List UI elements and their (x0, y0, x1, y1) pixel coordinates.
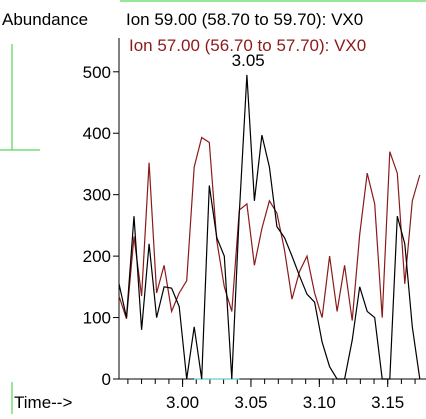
legend-entry-ion-57: Ion 57.00 (56.70 to 57.70): VX0 (129, 36, 366, 55)
x-axis-label: Time--> (14, 393, 72, 412)
y-tick-label-100: 100 (83, 309, 111, 328)
y-ticks: 0 100 200 300 400 500 (83, 63, 119, 389)
y-tick-label-300: 300 (83, 186, 111, 205)
x-tick-label-3.00: 3.00 (166, 393, 199, 412)
y-axis-label: Abundance (2, 10, 88, 29)
series-layer (118, 74, 421, 380)
series-line-ion-59 (118, 74, 421, 380)
y-tick-label-0: 0 (102, 370, 111, 389)
peak-annotation: 3.05 (232, 51, 265, 70)
legend-entry-ion-59: Ion 59.00 (58.70 to 59.70): VX0 (126, 10, 363, 29)
y-tick-label-400: 400 (83, 124, 111, 143)
y-tick-label-500: 500 (83, 63, 111, 82)
x-ticks: 3.00 3.05 3.10 3.15 (127, 379, 416, 412)
x-tick-label-3.10: 3.10 (303, 393, 336, 412)
y-tick-label-200: 200 (83, 247, 111, 266)
x-tick-label-3.15: 3.15 (371, 393, 404, 412)
series-line-ion-57 (118, 136, 421, 321)
x-tick-label-3.05: 3.05 (234, 393, 267, 412)
